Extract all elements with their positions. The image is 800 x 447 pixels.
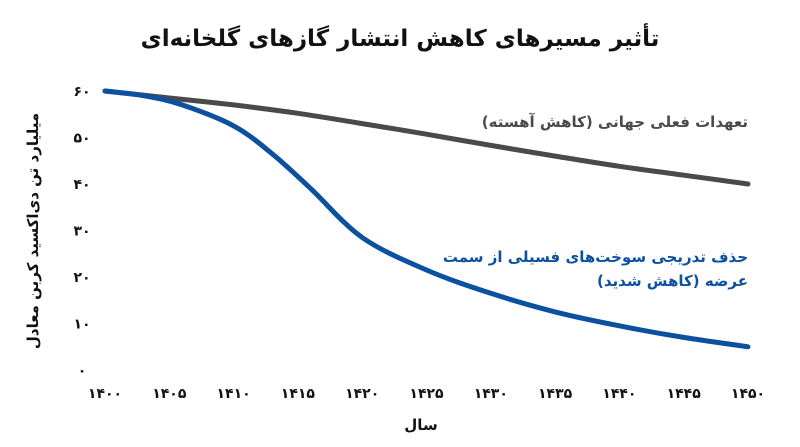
chart-title: تأثیر مسیرهای کاهش انتشار گازهای گلخانه‌…: [141, 22, 660, 52]
series-label-2: حذف تدریجی سوخت‌های فسیلی از سمت: [443, 248, 748, 266]
series-line-2: [102, 88, 751, 350]
x-tick-label: ۱۴۲۰: [345, 386, 379, 402]
y-axis-title: میلیارد تن دی‌اکسید کربن معادل: [24, 113, 42, 349]
x-tick-label: ۱۴۵۰: [731, 386, 765, 402]
y-tick-label: ۱۰: [73, 317, 90, 333]
y-tick-label: ۴۰: [73, 177, 90, 193]
x-tick-label: ۱۴۳۰: [474, 386, 508, 402]
x-tick-label: ۱۴۴۵: [667, 386, 702, 402]
series-labels: تعهدات فعلی جهانی (کاهش آهسته) حذف تدریجی…: [443, 113, 748, 290]
x-axis-title: سال: [404, 416, 437, 434]
x-tick-label: ۱۴۴۰: [602, 386, 636, 402]
y-tick-label: ۶۰: [73, 84, 90, 100]
series-line-1: [102, 88, 751, 187]
y-axis-ticks: ۰ ۱۰ ۲۰ ۳۰ ۴۰ ۵۰ ۶۰: [73, 84, 90, 379]
x-tick-label: ۱۴۳۵: [538, 386, 573, 402]
y-tick-label: ۲۰: [73, 270, 90, 286]
x-tick-label: ۱۴۰۵: [152, 386, 187, 402]
series-label-2: عرضه (کاهش شدید): [597, 272, 748, 290]
y-tick-label: ۳۰: [73, 224, 90, 240]
series-label-1: تعهدات فعلی جهانی (کاهش آهسته): [482, 113, 748, 131]
x-axis-ticks: ۱۴۰۰ ۱۴۰۵ ۱۴۱۰ ۱۴۱۵ ۱۴۲۰ ۱۴۲۵ ۱۴۳۰ ۱۴۳۵ ۱۴۴۰ ۱۴۴۵…: [88, 386, 765, 402]
x-tick-label: ۱۴۱۰: [217, 386, 251, 402]
y-tick-label: ۵۰: [73, 131, 90, 147]
x-tick-label: ۱۴۱۵: [281, 386, 316, 402]
y-tick-label: ۰: [78, 363, 87, 379]
x-tick-label: ۱۴۲۵: [409, 386, 444, 402]
series-lines: [102, 88, 751, 350]
x-tick-label: ۱۴۰۰: [88, 386, 122, 402]
